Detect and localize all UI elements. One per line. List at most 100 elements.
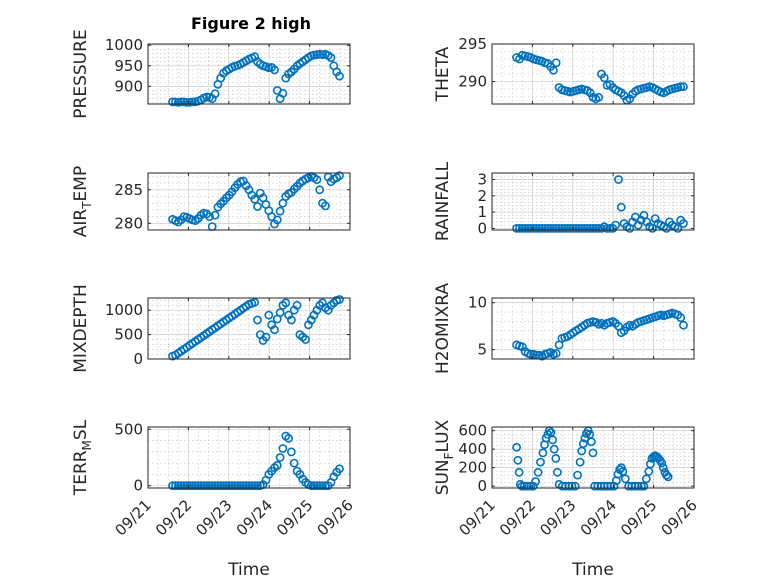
data-point [676,313,686,323]
data-point [185,481,194,491]
data-point [193,481,203,491]
subplot-mixdepth: 0 500 1000 MIXDEPTH [71,284,351,373]
data-point [676,82,686,92]
data-point [309,481,319,491]
data-point [549,444,559,454]
data-point [301,335,310,344]
figure-title: Figure 2 high [191,14,311,33]
data-point [168,97,177,107]
data-point [199,481,209,491]
x-tick-label: 09/26 [658,496,701,539]
data-point [238,481,248,491]
data-point [639,481,649,491]
data-point [662,470,671,480]
data-point [657,458,667,468]
data-point [275,308,285,317]
data-point [250,297,260,307]
data-point [513,455,523,465]
data-point [588,448,598,458]
x-tick-label: 09/23 [192,496,235,539]
y-axis-label: SUNFLUX [433,419,456,495]
data-point [179,481,189,491]
data-point [289,458,299,468]
data-point [633,481,643,491]
data-point [335,464,344,474]
data-point [641,474,651,484]
data-point [551,58,561,68]
data-point [292,300,302,310]
axes-frame [147,43,351,105]
data-point [538,448,548,458]
data-point [247,481,257,491]
data-point [512,223,521,233]
data-point [182,481,192,491]
data-point [596,481,606,491]
y-tick-label: 5 [477,341,487,359]
data-point [275,206,285,216]
data-point [551,223,561,233]
x-tick-label: 09/25 [273,496,316,539]
data-point [663,472,673,482]
y-axis-label: THETA [433,46,453,102]
data-point [578,439,588,448]
data-point [210,481,220,491]
x-tick-label: 09/26 [314,496,357,539]
y-tick-label: 295 [458,35,487,53]
axes-frame [491,172,695,231]
data-point [216,481,226,491]
data-point [580,223,589,233]
y-tick-label: 600 [458,422,487,440]
data-point [326,53,336,62]
data-point [551,348,561,358]
x-tick-label: 09/25 [617,496,660,539]
data-point [611,220,620,230]
y-axis-label: RAINFALL [433,161,453,241]
data-point [230,481,240,491]
data-point [312,481,322,491]
data-point [270,325,279,335]
data-point [526,223,536,233]
data-point [236,481,245,491]
data-point [554,223,564,233]
data-point [284,433,293,443]
data-point [523,481,532,491]
data-point [549,65,558,75]
data-point [281,298,291,308]
data-point [577,223,587,233]
data-point [315,185,325,195]
data-point [560,223,570,233]
data-point [616,202,626,212]
y-axis-label: H2OMIXRA [433,283,453,374]
data-point [546,223,555,233]
axes-frame [491,43,695,105]
data-point [582,223,592,233]
axes-frame [147,172,351,231]
data-point [526,349,536,359]
x-tick-label: 09/23 [536,496,579,539]
y-tick-label: 280 [114,214,143,232]
data-point [588,223,598,233]
data-point [531,477,540,486]
data-point [286,315,296,325]
data-point [570,481,580,491]
data-point [173,481,183,491]
y-tick-label: 1 [477,203,487,221]
plot-area [148,427,350,488]
data-point [176,97,186,107]
y-tick-label: 2 [477,187,487,205]
data-point [264,310,274,320]
data-point [335,71,344,81]
data-point [306,481,316,491]
data-point [253,315,262,325]
subplot-pressure: 900 950 1000 PRESSURE [71,29,351,119]
data-point [627,481,637,491]
data-point [318,481,327,491]
data-point [207,481,217,491]
data-point [241,481,251,491]
data-point [624,481,633,491]
y-tick-label: 200 [458,459,487,477]
data-point [587,437,596,447]
data-point [648,223,657,233]
